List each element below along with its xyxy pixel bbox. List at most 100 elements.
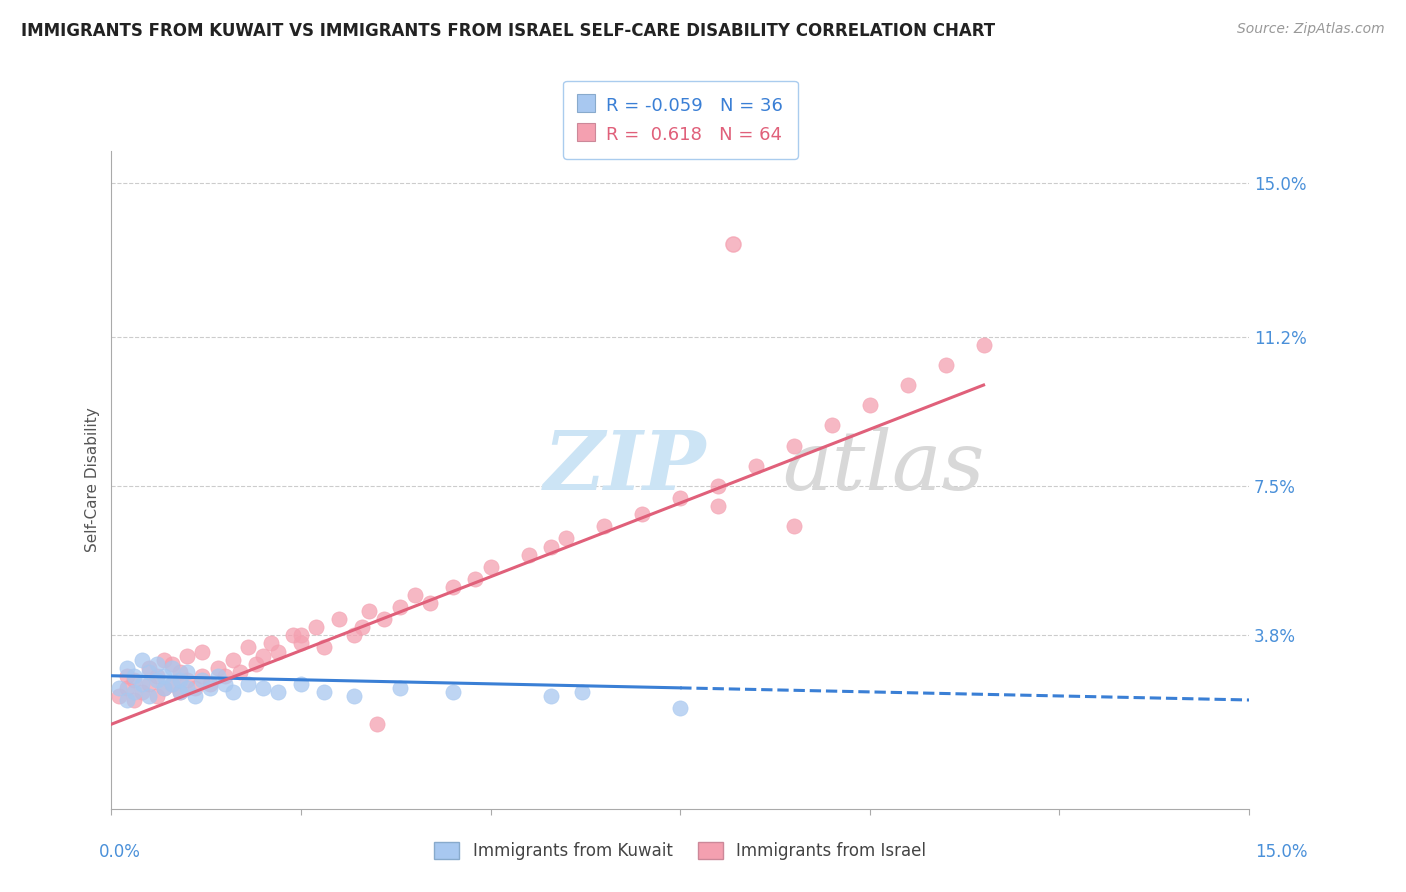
Point	[176, 681, 198, 695]
Point	[540, 540, 562, 554]
Point	[290, 636, 312, 650]
Point	[388, 681, 411, 695]
Point	[115, 661, 138, 675]
Point	[555, 532, 578, 546]
Point	[146, 669, 169, 683]
Point	[441, 685, 464, 699]
Point	[176, 673, 198, 687]
Point	[464, 572, 486, 586]
Point	[707, 479, 730, 493]
Point	[146, 657, 169, 671]
Point	[290, 677, 312, 691]
Point	[343, 689, 366, 703]
Point	[935, 358, 957, 372]
Point	[108, 689, 131, 703]
Point	[783, 439, 806, 453]
Text: Source: ZipAtlas.com: Source: ZipAtlas.com	[1237, 22, 1385, 37]
Point	[108, 681, 131, 695]
Point	[328, 612, 350, 626]
Point	[169, 673, 191, 687]
Point	[540, 689, 562, 703]
Point	[198, 681, 221, 695]
Point	[359, 604, 381, 618]
Point	[388, 600, 411, 615]
Point	[859, 398, 882, 412]
Point	[122, 685, 145, 699]
Point	[236, 677, 259, 691]
Point	[214, 669, 236, 683]
Point	[122, 693, 145, 707]
Point	[138, 689, 160, 703]
Text: atlas: atlas	[783, 426, 986, 507]
Point	[267, 644, 290, 658]
Point	[404, 588, 426, 602]
Point	[745, 458, 768, 473]
Point	[723, 236, 745, 251]
Point	[479, 559, 502, 574]
Point	[131, 677, 153, 691]
Point	[138, 665, 160, 679]
Point	[973, 337, 995, 351]
Point	[198, 677, 221, 691]
Point	[169, 665, 191, 679]
Point	[191, 644, 214, 658]
Point	[783, 519, 806, 533]
Point	[897, 378, 920, 392]
Point	[160, 661, 183, 675]
Point	[252, 681, 274, 695]
Legend: R = -0.059   N = 36, R =  0.618   N = 64: R = -0.059 N = 36, R = 0.618 N = 64	[562, 81, 797, 159]
Point	[122, 673, 145, 687]
Text: IMMIGRANTS FROM KUWAIT VS IMMIGRANTS FROM ISRAEL SELF-CARE DISABILITY CORRELATIO: IMMIGRANTS FROM KUWAIT VS IMMIGRANTS FRO…	[21, 22, 995, 40]
Point	[631, 508, 654, 522]
Point	[245, 657, 267, 671]
Point	[115, 693, 138, 707]
Point	[122, 669, 145, 683]
Point	[267, 685, 290, 699]
Point	[214, 677, 236, 691]
Point	[252, 648, 274, 663]
Point	[176, 648, 198, 663]
Point	[419, 596, 441, 610]
Point	[669, 701, 692, 715]
Point	[290, 628, 312, 642]
Point	[207, 669, 229, 683]
Point	[707, 499, 730, 513]
Point	[222, 685, 245, 699]
Text: 15.0%: 15.0%	[1256, 843, 1308, 861]
Point	[283, 628, 305, 642]
Point	[138, 677, 160, 691]
Point	[138, 661, 160, 675]
Point	[153, 681, 176, 695]
Point	[184, 681, 207, 695]
Point	[441, 580, 464, 594]
Point	[669, 491, 692, 505]
Point	[350, 620, 373, 634]
Point	[373, 612, 395, 626]
Point	[821, 418, 844, 433]
Text: ZIP: ZIP	[544, 426, 706, 507]
Point	[260, 636, 283, 650]
Point	[146, 689, 169, 703]
Point	[184, 689, 207, 703]
Point	[146, 673, 169, 687]
Point	[222, 652, 245, 666]
Point	[115, 681, 138, 695]
Point	[517, 548, 540, 562]
Point	[160, 677, 183, 691]
Point	[366, 717, 388, 731]
Point	[131, 652, 153, 666]
Point	[229, 665, 252, 679]
Point	[160, 657, 183, 671]
Y-axis label: Self-Care Disability: Self-Care Disability	[86, 408, 100, 552]
Point	[191, 673, 214, 687]
Point	[160, 677, 183, 691]
Point	[343, 628, 366, 642]
Point	[593, 519, 616, 533]
Point	[169, 685, 191, 699]
Point	[115, 669, 138, 683]
Point	[305, 620, 328, 634]
Point	[153, 652, 176, 666]
Point	[207, 661, 229, 675]
Point	[312, 685, 335, 699]
Point	[131, 685, 153, 699]
